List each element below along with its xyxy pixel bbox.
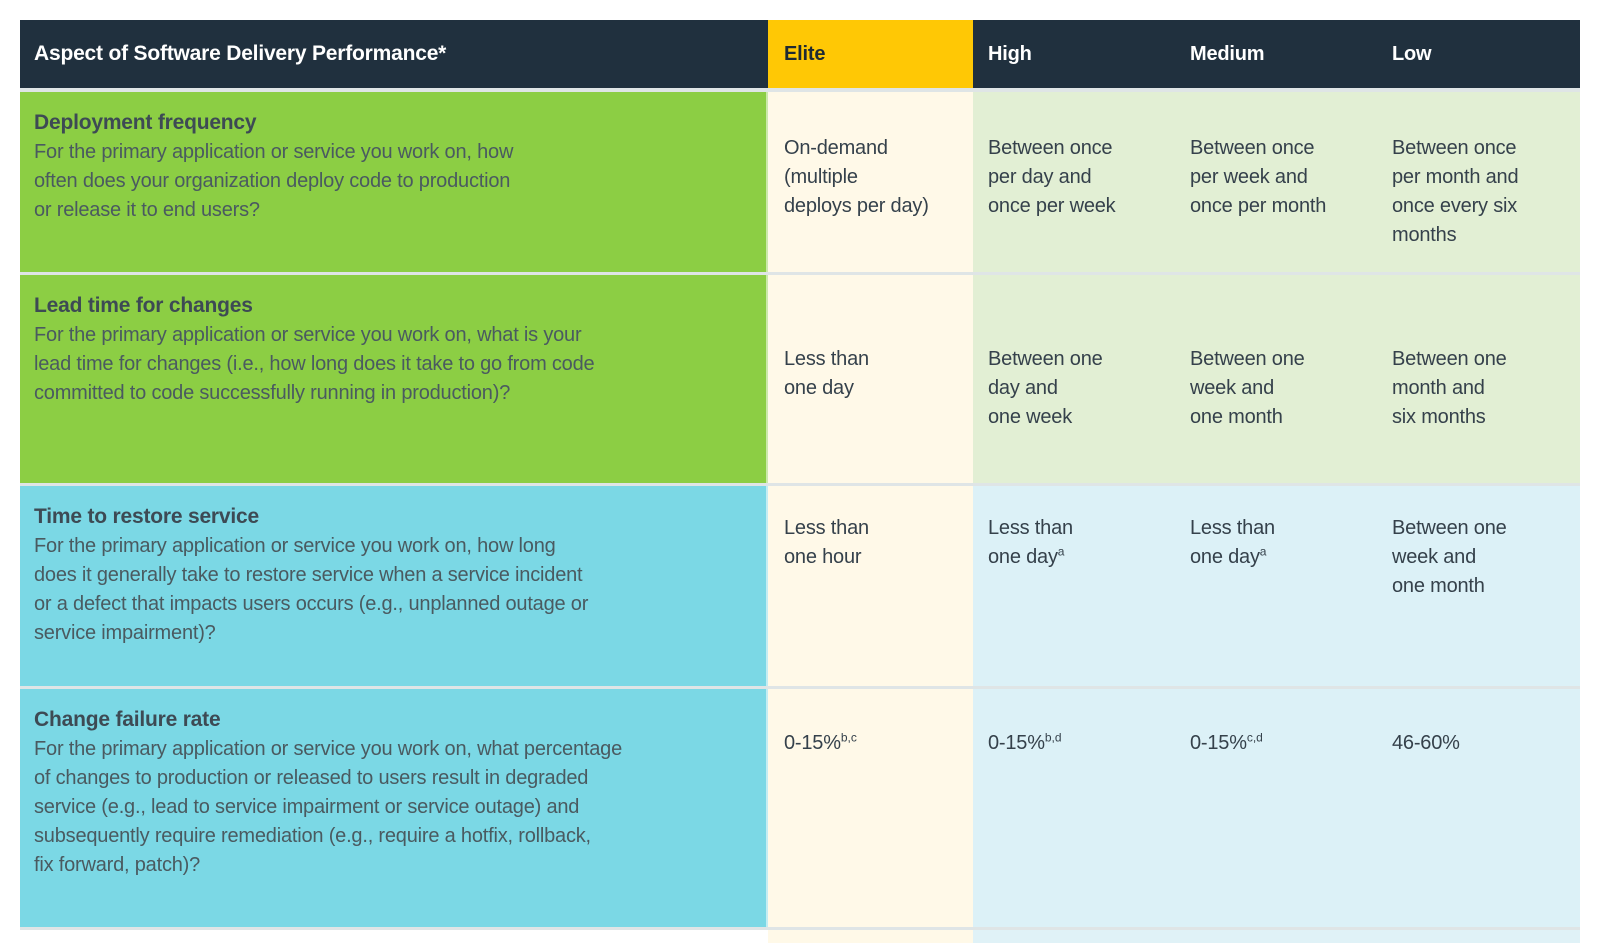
value-cell-medium: Between once per week and once per month bbox=[1175, 92, 1377, 272]
value-text: Between once per week and once per month bbox=[1190, 137, 1327, 217]
row-description: For the primary application or service y… bbox=[34, 141, 514, 221]
value-text: On-demand (multiple deploys per day) bbox=[784, 137, 929, 217]
row-title: Lead time for changes bbox=[34, 294, 253, 317]
table-row-deployment-frequency: Deployment frequency For the primary app… bbox=[20, 92, 1580, 272]
value-text: 0-15% bbox=[784, 732, 841, 754]
value-cell-medium: Between one week and one month bbox=[1175, 275, 1377, 483]
value-cell-elite: 0-15%b,c bbox=[768, 689, 973, 927]
row-title: Deployment frequency bbox=[34, 111, 257, 134]
row-description: For the primary application or service y… bbox=[34, 324, 595, 404]
value-text: Between once per day and once per week bbox=[988, 137, 1116, 217]
value-text: Between one week and one month bbox=[1392, 517, 1507, 597]
footnote-marker: a bbox=[1057, 544, 1065, 559]
table-row-change-failure-rate: Change failure rate For the primary appl… bbox=[20, 689, 1580, 927]
question-cell: Time to restore service For the primary … bbox=[20, 486, 768, 686]
header-aspect-label: Aspect of Software Delivery Performance* bbox=[20, 20, 768, 88]
value-text: Between one month and six months bbox=[1392, 348, 1507, 428]
value-text: Less than one day bbox=[784, 348, 869, 399]
partial-low-cell bbox=[1377, 930, 1580, 943]
table-row-time-to-restore: Time to restore service For the primary … bbox=[20, 486, 1580, 686]
value-cell-medium: Less than one daya bbox=[1175, 486, 1377, 686]
footnote-marker: a bbox=[1259, 544, 1267, 559]
value-text: Between once per month and once every si… bbox=[1392, 137, 1519, 246]
header-col-high: High bbox=[973, 20, 1175, 88]
value-cell-low: Between one month and six months bbox=[1377, 275, 1580, 483]
value-text: Less than one day bbox=[1190, 517, 1275, 568]
footnote-marker: b,d bbox=[1044, 730, 1062, 745]
table-header-row: Aspect of Software Delivery Performance*… bbox=[20, 20, 1580, 88]
row-description: For the primary application or service y… bbox=[34, 535, 589, 644]
value-cell-elite: Less than one hour bbox=[768, 486, 973, 686]
question-cell: Lead time for changes For the primary ap… bbox=[20, 275, 768, 483]
partial-next-row bbox=[20, 930, 1580, 943]
value-cell-elite: Less than one day bbox=[768, 275, 973, 483]
value-cell-medium: 0-15%c,d bbox=[1175, 689, 1377, 927]
partial-elite-cell bbox=[768, 930, 973, 943]
row-description: For the primary application or service y… bbox=[34, 738, 622, 876]
value-text: Between one day and one week bbox=[988, 348, 1103, 428]
partial-high-cell bbox=[973, 930, 1175, 943]
value-cell-high: Less than one daya bbox=[973, 486, 1175, 686]
partial-question-cell bbox=[20, 930, 768, 943]
row-title: Change failure rate bbox=[34, 708, 221, 731]
software-delivery-performance-table: Aspect of Software Delivery Performance*… bbox=[20, 20, 1580, 943]
question-cell: Deployment frequency For the primary app… bbox=[20, 92, 768, 272]
value-text: Between one week and one month bbox=[1190, 348, 1305, 428]
value-cell-low: Between once per month and once every si… bbox=[1377, 92, 1580, 272]
value-text: 0-15% bbox=[1190, 732, 1247, 754]
value-cell-elite: On-demand (multiple deploys per day) bbox=[768, 92, 973, 272]
value-cell-low: 46-60% bbox=[1377, 689, 1580, 927]
footnote-marker: c,d bbox=[1246, 730, 1263, 745]
header-col-elite: Elite bbox=[768, 20, 973, 88]
row-title: Time to restore service bbox=[34, 505, 259, 528]
footnote-marker: b,c bbox=[840, 730, 857, 745]
value-cell-high: Between one day and one week bbox=[973, 275, 1175, 483]
value-text: 0-15% bbox=[988, 732, 1045, 754]
header-col-medium: Medium bbox=[1175, 20, 1377, 88]
question-cell: Change failure rate For the primary appl… bbox=[20, 689, 768, 927]
table-row-lead-time: Lead time for changes For the primary ap… bbox=[20, 275, 1580, 483]
value-text: Less than one day bbox=[988, 517, 1073, 568]
value-text: Less than one hour bbox=[784, 517, 869, 568]
header-col-low: Low bbox=[1377, 20, 1580, 88]
value-cell-low: Between one week and one month bbox=[1377, 486, 1580, 686]
value-text: 46-60% bbox=[1392, 732, 1460, 754]
value-cell-high: 0-15%b,d bbox=[973, 689, 1175, 927]
partial-medium-cell bbox=[1175, 930, 1377, 943]
value-cell-high: Between once per day and once per week bbox=[973, 92, 1175, 272]
